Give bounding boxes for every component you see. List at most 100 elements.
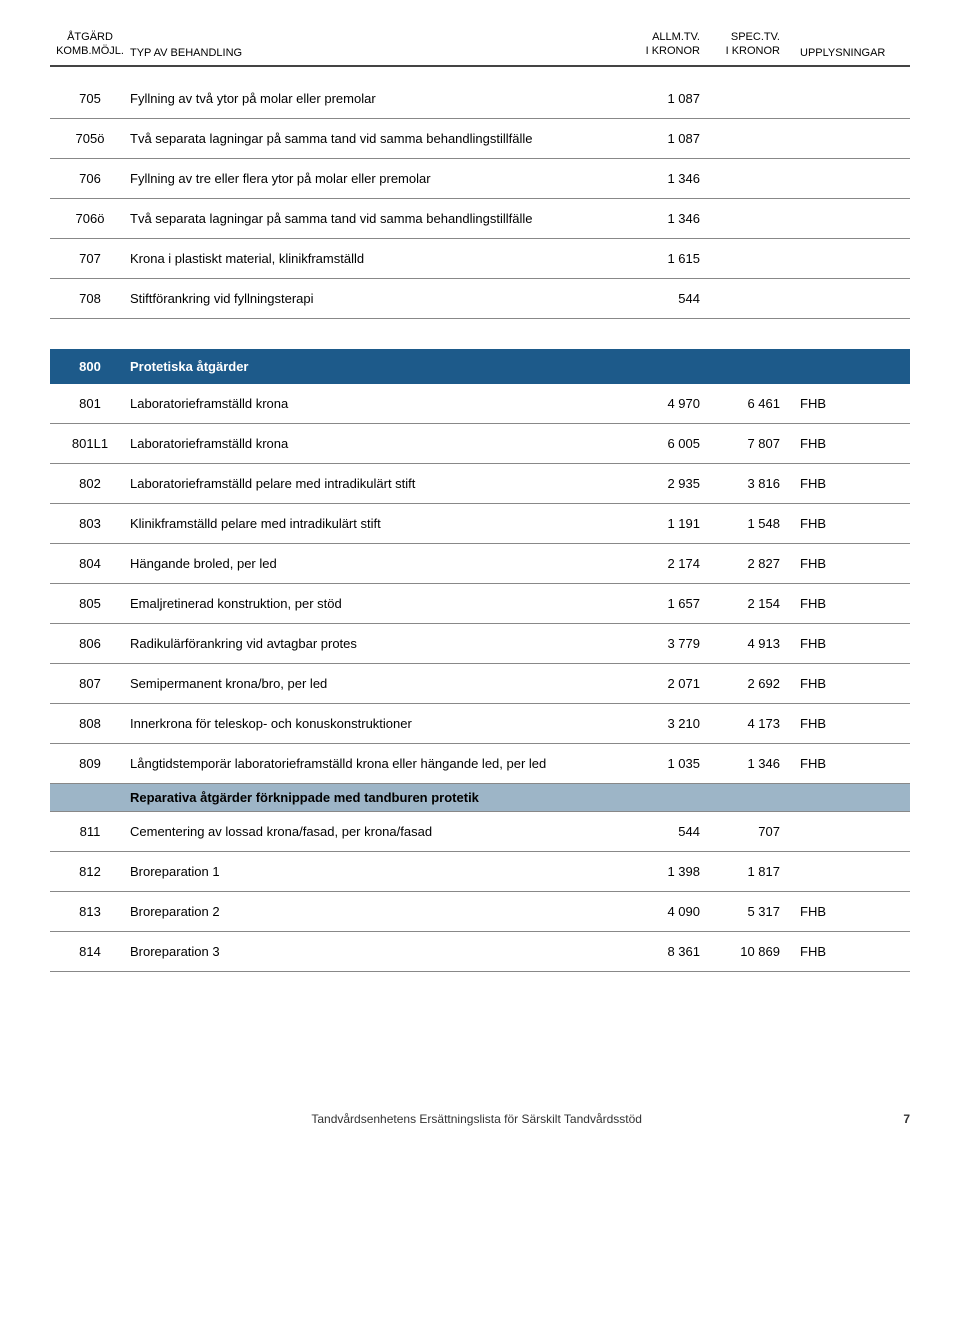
table-row: 708Stiftförankring vid fyllningsterapi54… <box>50 279 910 319</box>
table-row: 803Klinikframställd pelare med intradiku… <box>50 504 910 544</box>
row-value-2: 7 807 <box>700 436 780 451</box>
table-row: 801L1Laboratorieframställd krona6 0057 8… <box>50 424 910 464</box>
header-info: UPPLYSNINGAR <box>780 47 910 59</box>
row-value-1: 2 071 <box>620 676 700 691</box>
page-number: 7 <box>903 1112 910 1126</box>
row-code: 706ö <box>50 211 130 226</box>
table-row: 705Fyllning av två ytor på molar eller p… <box>50 79 910 119</box>
row-info: FHB <box>780 596 910 611</box>
row-desc: Fyllning av tre eller flera ytor på mola… <box>130 171 620 186</box>
header-v2: SPEC.TV. I KRONOR <box>700 30 780 59</box>
row-desc: Långtidstemporär laboratorieframställd k… <box>130 756 620 771</box>
subsection-title: Reparativa åtgärder förknippade med tand… <box>130 790 479 805</box>
row-desc: Broreparation 3 <box>130 944 620 959</box>
row-value-1: 1 657 <box>620 596 700 611</box>
row-desc: Broreparation 1 <box>130 864 620 879</box>
row-value-2: 2 692 <box>700 676 780 691</box>
page-footer: Tandvårdsenhetens Ersättningslista för S… <box>50 1112 910 1126</box>
row-code: 706 <box>50 171 130 186</box>
table-row: 807Semipermanent krona/bro, per led2 071… <box>50 664 910 704</box>
row-code: 806 <box>50 636 130 651</box>
table-row: 802Laboratorieframställd pelare med intr… <box>50 464 910 504</box>
row-value-1: 8 361 <box>620 944 700 959</box>
footer-text: Tandvårdsenhetens Ersättningslista för S… <box>311 1112 642 1126</box>
row-value-2: 2 827 <box>700 556 780 571</box>
row-code: 803 <box>50 516 130 531</box>
row-value-2: 1 548 <box>700 516 780 531</box>
row-value-1: 1 087 <box>620 131 700 146</box>
row-value-1: 3 779 <box>620 636 700 651</box>
header-v1-line2: I KRONOR <box>646 45 700 57</box>
row-desc: Broreparation 2 <box>130 904 620 919</box>
row-desc: Klinikframställd pelare med intradikulär… <box>130 516 620 531</box>
table-row: 812Broreparation 11 3981 817 <box>50 852 910 892</box>
header-v1: ALLM.TV. I KRONOR <box>620 30 700 59</box>
table-row: 706öTvå separata lagningar på samma tand… <box>50 199 910 239</box>
row-value-1: 1 087 <box>620 91 700 106</box>
row-code: 813 <box>50 904 130 919</box>
row-info: FHB <box>780 556 910 571</box>
row-info: FHB <box>780 676 910 691</box>
table-row: 705öTvå separata lagningar på samma tand… <box>50 119 910 159</box>
header-desc: TYP AV BEHANDLING <box>130 47 620 59</box>
row-code: 809 <box>50 756 130 771</box>
row-code: 708 <box>50 291 130 306</box>
row-value-1: 4 970 <box>620 396 700 411</box>
row-code: 802 <box>50 476 130 491</box>
row-info: FHB <box>780 436 910 451</box>
row-desc: Radikulärförankring vid avtagbar protes <box>130 636 620 651</box>
row-info: FHB <box>780 636 910 651</box>
row-value-2: 4 913 <box>700 636 780 651</box>
row-info: FHB <box>780 944 910 959</box>
row-code: 812 <box>50 864 130 879</box>
row-value-1: 544 <box>620 291 700 306</box>
table-header: ÅTGÄRD KOMB.MÖJL. TYP AV BEHANDLING ALLM… <box>50 30 910 67</box>
table-row: 811Cementering av lossad krona/fasad, pe… <box>50 812 910 852</box>
row-code: 804 <box>50 556 130 571</box>
table-row: 814Broreparation 38 36110 869FHB <box>50 932 910 972</box>
row-desc: Cementering av lossad krona/fasad, per k… <box>130 824 620 839</box>
row-desc: Laboratorieframställd krona <box>130 436 620 451</box>
row-code: 808 <box>50 716 130 731</box>
row-value-2: 5 317 <box>700 904 780 919</box>
header-code-line2: KOMB.MÖJL. <box>56 45 124 57</box>
row-desc: Krona i plastiskt material, klinikframst… <box>130 251 620 266</box>
row-desc: Innerkrona för teleskop- och konuskonstr… <box>130 716 620 731</box>
row-value-1: 1 346 <box>620 211 700 226</box>
row-value-1: 2 174 <box>620 556 700 571</box>
row-value-2: 2 154 <box>700 596 780 611</box>
row-value-2: 707 <box>700 824 780 839</box>
row-info: FHB <box>780 476 910 491</box>
table-row: 706Fyllning av tre eller flera ytor på m… <box>50 159 910 199</box>
row-value-2: 1 817 <box>700 864 780 879</box>
table-row: 805Emaljretinerad konstruktion, per stöd… <box>50 584 910 624</box>
header-code: ÅTGÄRD KOMB.MÖJL. <box>50 30 130 59</box>
row-code: 805 <box>50 596 130 611</box>
table-row: 806Radikulärförankring vid avtagbar prot… <box>50 624 910 664</box>
row-value-1: 1 398 <box>620 864 700 879</box>
row-code: 814 <box>50 944 130 959</box>
row-value-1: 1 191 <box>620 516 700 531</box>
row-value-1: 1 346 <box>620 171 700 186</box>
header-code-line1: ÅTGÄRD <box>67 31 113 43</box>
row-value-1: 1 035 <box>620 756 700 771</box>
row-value-1: 2 935 <box>620 476 700 491</box>
row-value-1: 1 615 <box>620 251 700 266</box>
row-desc: Laboratorieframställd pelare med intradi… <box>130 476 620 491</box>
row-info: FHB <box>780 756 910 771</box>
row-info: FHB <box>780 716 910 731</box>
section-800-title: Protetiska åtgärder <box>130 359 620 374</box>
row-code: 705ö <box>50 131 130 146</box>
section-800-header: 800 Protetiska åtgärder <box>50 349 910 384</box>
row-value-2: 1 346 <box>700 756 780 771</box>
section-800-code: 800 <box>50 359 130 374</box>
row-value-2: 4 173 <box>700 716 780 731</box>
row-value-2: 6 461 <box>700 396 780 411</box>
row-value-2: 3 816 <box>700 476 780 491</box>
row-info: FHB <box>780 396 910 411</box>
table-row: 804Hängande broled, per led2 1742 827FHB <box>50 544 910 584</box>
row-desc: Semipermanent krona/bro, per led <box>130 676 620 691</box>
row-code: 705 <box>50 91 130 106</box>
row-code: 811 <box>50 824 130 839</box>
row-info: FHB <box>780 516 910 531</box>
